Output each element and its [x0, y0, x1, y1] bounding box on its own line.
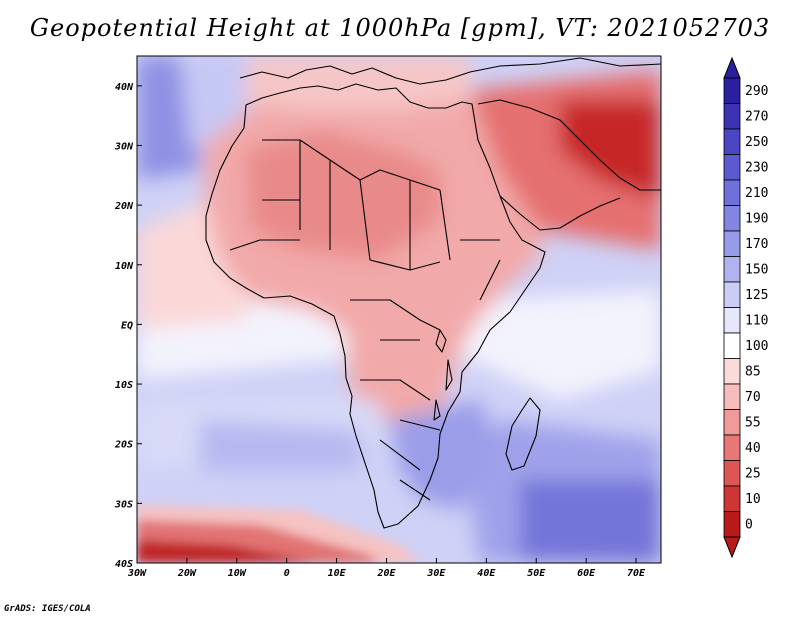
field-indian-ocean-core	[520, 480, 661, 563]
colorbar-swatch	[723, 154, 741, 181]
mediterranean-north-coast	[239, 57, 661, 85]
field-sw-darkred	[137, 540, 320, 563]
field-south-africa-purple	[390, 400, 500, 510]
field-sahara-core	[245, 130, 440, 260]
colorbar-label: 190	[745, 211, 768, 226]
colorbar-label: 10	[745, 492, 761, 507]
x-tick-label: 60E	[577, 568, 596, 579]
x-tick-label: 10W	[228, 568, 247, 579]
arabia-coastline	[477, 99, 661, 231]
y-tick-label: 20N	[114, 201, 134, 212]
y-tick-label: EQ	[121, 320, 133, 331]
colorbar-swatch	[723, 77, 741, 104]
map-frame	[136, 55, 662, 564]
colorbar-swatch	[723, 205, 741, 232]
x-axis: 30W 20W 10W 0 10E 20E 30E 40E 50E 60E 70E	[127, 558, 646, 579]
colorbar-label: 125	[745, 288, 768, 303]
madagascar-coastline	[505, 397, 541, 471]
y-tick-label: 10S	[115, 380, 133, 391]
colorbar-label: 270	[745, 109, 768, 124]
y-tick-label: 30S	[114, 499, 133, 510]
colorbar-swatch	[723, 409, 741, 436]
colorbar-label: 290	[745, 84, 768, 99]
field-south-atlantic-mid	[200, 420, 360, 470]
colorbar-swatch	[723, 511, 741, 538]
field-nw-lavender	[180, 56, 250, 150]
colorbar-label: 210	[745, 186, 768, 201]
y-tick-label: 10N	[115, 261, 134, 272]
field-iran-dark	[560, 100, 661, 200]
colorbar-label: 0	[745, 517, 753, 532]
colorbar-swatch	[723, 332, 741, 359]
geopotential-field	[137, 56, 661, 563]
y-tick-label: 40S	[115, 559, 133, 570]
x-tick-label: 0	[284, 568, 290, 579]
colorbar-swatch	[723, 256, 741, 283]
colorbar-swatch	[723, 281, 741, 308]
x-tick-label: 30W	[127, 568, 147, 579]
y-tick-label: 30N	[114, 141, 134, 152]
colorbar-swatch	[723, 307, 741, 334]
colorbar-swatch	[723, 485, 741, 512]
colorbar-swatch	[723, 179, 741, 206]
x-tick-label: 20W	[177, 568, 197, 579]
colorbar-label: 110	[745, 313, 768, 328]
africa-coastline	[205, 83, 546, 529]
colorbar-label: 55	[745, 415, 761, 430]
y-axis: 40N 30N 20N 10N EQ 10S 20S 30S 40S	[114, 82, 142, 570]
colorbar-label: 70	[745, 390, 761, 405]
colorbar-swatch	[723, 383, 741, 410]
country-borders	[229, 139, 501, 501]
colorbar-swatch	[723, 230, 741, 257]
colorbar-top-arrow	[723, 56, 741, 79]
great-lakes	[433, 329, 453, 421]
x-tick-label: 10E	[328, 568, 347, 579]
x-tick-label: 40E	[477, 568, 496, 579]
x-tick-label: 30E	[426, 568, 446, 579]
y-tick-label: 20S	[114, 440, 133, 451]
colorbar-label: 250	[745, 135, 768, 150]
page-title: Geopotential Height at 1000hPa [gpm], VT…	[29, 14, 771, 42]
x-tick-label: 50E	[527, 568, 546, 579]
x-tick-label: 70E	[627, 568, 646, 579]
colorbar-label: 170	[745, 237, 768, 252]
grads-credit: GrADS: IGES/COLA	[4, 604, 91, 614]
colorbar-label: 100	[745, 339, 768, 354]
colorbar-swatch	[723, 460, 741, 487]
colorbar-label: 230	[745, 160, 768, 175]
coastlines	[205, 57, 661, 529]
colorbar: 2902702502302101901701501251101008570554…	[723, 56, 768, 559]
colorbar-swatch	[723, 434, 741, 461]
field-europe-pink	[240, 56, 470, 110]
colorbar-bottom-arrow	[723, 536, 741, 559]
y-tick-label: 40N	[115, 82, 134, 93]
colorbar-swatch	[723, 103, 741, 130]
colorbar-label: 25	[745, 466, 761, 481]
colorbar-label: 40	[745, 441, 761, 456]
colorbar-swatch	[723, 128, 741, 155]
colorbar-label: 85	[745, 364, 761, 379]
colorbar-label: 150	[745, 262, 768, 277]
colorbar-swatch	[723, 358, 741, 385]
x-tick-label: 20E	[376, 568, 396, 579]
